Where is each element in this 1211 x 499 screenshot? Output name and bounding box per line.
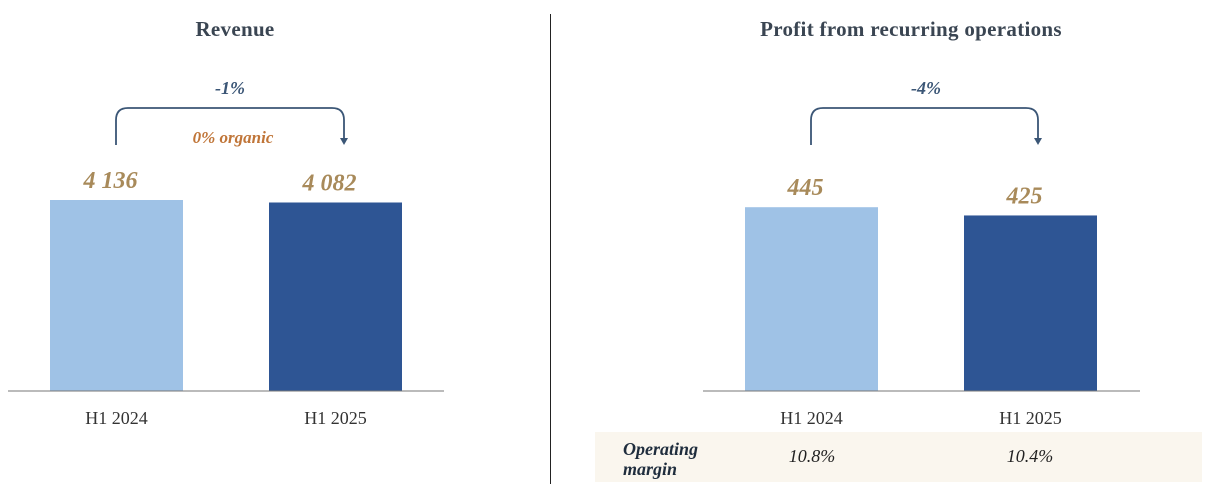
- value-label-h1-2025: 4 082: [302, 170, 357, 196]
- profit-title: Profit from recurring operations: [760, 17, 1062, 41]
- arrow-head-icon: [340, 138, 348, 145]
- operating-margin-h1-2024: 10.8%: [789, 446, 836, 466]
- bar-h1-2025: [964, 215, 1097, 391]
- value-label-h1-2025: 425: [1006, 183, 1043, 209]
- revenue-chart: Revenue -1% 0% organic 4 136 H1 2024 4 082…: [8, 17, 444, 428]
- operating-margin-label-line1: Operating: [623, 439, 698, 459]
- revenue-growth-label: -1%: [215, 78, 245, 98]
- revenue-organic-label: 0% organic: [193, 128, 274, 147]
- bar-h1-2025: [269, 202, 402, 391]
- x-tick-label: H1 2024: [780, 408, 843, 428]
- revenue-title: Revenue: [195, 17, 274, 41]
- revenue-panel: Revenue -1% 0% organic 4 136 H1 2024 4 082…: [0, 0, 550, 499]
- arrow-head-icon: [1034, 138, 1042, 145]
- bar-h1-2024: [50, 200, 183, 391]
- x-tick-label: H1 2024: [85, 408, 148, 428]
- bar-h1-2024: [745, 207, 878, 391]
- operating-margin-strip: [595, 432, 1202, 482]
- panel-divider: [550, 14, 551, 484]
- profit-chart: Profit from recurring operations -4% 445…: [595, 17, 1202, 482]
- operating-margin-label-line2: margin: [623, 459, 677, 479]
- operating-margin-h1-2025: 10.4%: [1007, 446, 1054, 466]
- growth-bracket: [810, 107, 1039, 145]
- value-label-h1-2024: 445: [787, 175, 824, 201]
- profit-panel: Profit from recurring operations -4% 445…: [552, 0, 1211, 499]
- value-label-h1-2024: 4 136: [83, 168, 138, 194]
- profit-growth-label: -4%: [911, 78, 941, 98]
- growth-bracket: [115, 107, 345, 145]
- x-tick-label: H1 2025: [999, 408, 1062, 428]
- x-tick-label: H1 2025: [304, 408, 367, 428]
